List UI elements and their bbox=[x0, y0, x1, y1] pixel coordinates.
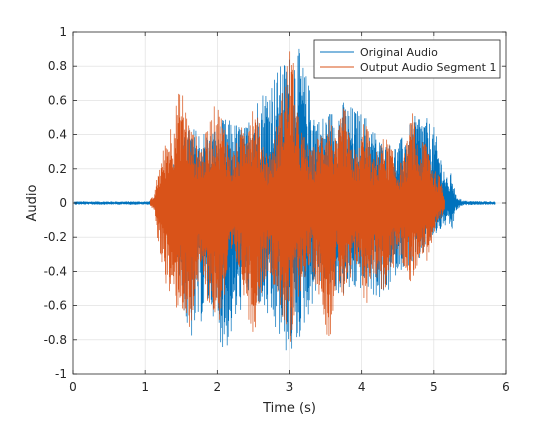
tick-labels: 0 1 2 3 4 5 6 -1 -0.8 -0.6 -0.4 -0.2 0 0.2 0.4 0.6 0.8 1 bbox=[44, 25, 510, 394]
y-tick-label: 1 bbox=[59, 25, 67, 39]
y-tick-label: 0.8 bbox=[48, 59, 67, 73]
y-tick-label: 0.4 bbox=[48, 128, 67, 142]
x-tick-label: 0 bbox=[69, 380, 77, 394]
y-tick-label: 0.6 bbox=[48, 93, 67, 107]
series-line-2 bbox=[149, 51, 446, 342]
series-layer bbox=[74, 48, 496, 351]
y-tick-label: -1 bbox=[55, 367, 67, 381]
y-tick-label: -0.6 bbox=[44, 299, 67, 313]
y-tick-label: 0.2 bbox=[48, 162, 67, 176]
x-tick-label: 3 bbox=[286, 380, 294, 394]
x-axis-label: Time (s) bbox=[262, 401, 316, 416]
x-tick-label: 2 bbox=[214, 380, 222, 394]
x-tick-label: 5 bbox=[430, 380, 438, 394]
y-tick-label: -0.4 bbox=[44, 264, 67, 278]
y-tick-label: -0.2 bbox=[44, 230, 67, 244]
x-tick-label: 4 bbox=[358, 380, 366, 394]
y-tick-label: 0 bbox=[59, 196, 67, 210]
legend: Original Audio Output Audio Segment 1 bbox=[313, 39, 501, 79]
legend-box bbox=[313, 39, 501, 79]
y-axis-label: Audio bbox=[25, 184, 40, 221]
ticks bbox=[72, 31, 507, 375]
x-tick-label: 1 bbox=[141, 380, 149, 394]
y-tick-label: -0.8 bbox=[44, 333, 67, 347]
legend-label: Original Audio bbox=[360, 46, 438, 59]
x-tick-label: 6 bbox=[502, 380, 510, 394]
legend-label: Output Audio Segment 1 bbox=[360, 61, 496, 74]
